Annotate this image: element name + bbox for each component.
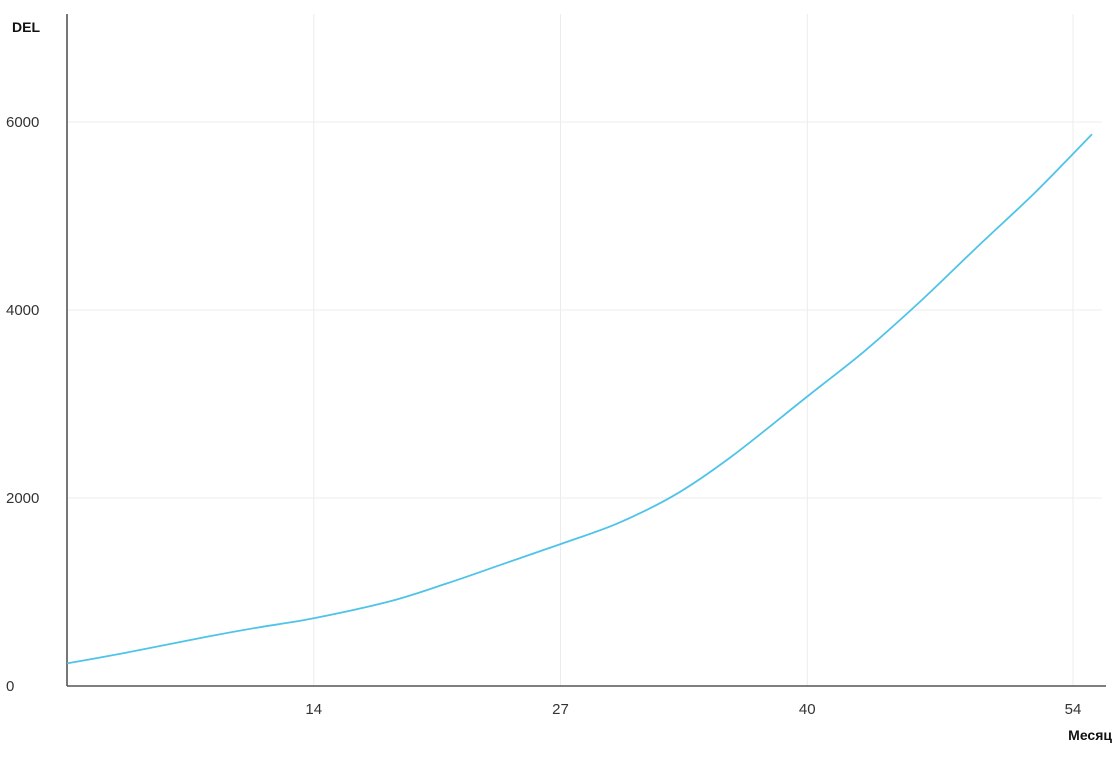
y-tick-label: 4000 [6, 302, 39, 319]
axes [66, 14, 1106, 687]
y-tick-label: 6000 [6, 114, 39, 131]
x-axis-label: Месяц [1068, 727, 1112, 743]
x-tick-label: 40 [799, 701, 816, 718]
y-tick-label: 0 [6, 678, 14, 695]
y-tick-label: 2000 [6, 490, 39, 507]
series-line [66, 133, 1093, 665]
series-group [66, 133, 1093, 665]
tick-labels: 0 2000 4000 6000 14 27 40 54 [6, 114, 1081, 718]
x-tick-label: 14 [305, 701, 322, 718]
x-tick-label: 54 [1065, 701, 1082, 718]
x-tick-label: 27 [552, 701, 569, 718]
y-axis-label: DEL [12, 19, 40, 35]
grid-lines [67, 14, 1102, 686]
